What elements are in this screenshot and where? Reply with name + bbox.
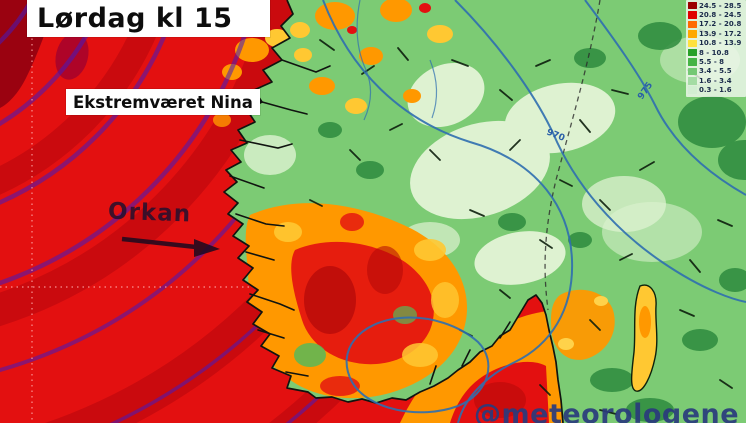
legend-swatch	[688, 86, 697, 94]
graticule	[0, 0, 335, 423]
legend-swatch	[688, 30, 697, 38]
isobar-line	[345, 316, 490, 414]
lake-vanern	[630, 284, 658, 392]
legend-swatch	[688, 11, 697, 19]
southwest-storm-zone	[245, 203, 468, 399]
storm-name-label: Ekstremværet Nina	[66, 89, 260, 115]
legend-swatch	[688, 1, 697, 10]
dark-green-patches	[0, 22, 746, 422]
forecast-time-label: Lørdag kl 15	[27, 0, 270, 37]
legend-range-label: 5.5 - 8	[699, 58, 725, 67]
legend-range-label: 8 - 10.8	[699, 48, 729, 57]
legend-range-label: 0.3 - 1.6	[699, 86, 732, 95]
legend-row: 17.2 - 20.8	[688, 20, 744, 29]
legend-row: 8 - 10.8	[688, 48, 744, 57]
fjord-lines	[229, 59, 511, 385]
legend-row: 10.8 - 13.9	[688, 39, 744, 48]
oslofjord-wind-patch	[550, 289, 615, 360]
river-line	[356, 0, 372, 121]
isobar-line	[584, 0, 746, 196]
legend-row: 1.6 - 3.4	[688, 76, 744, 85]
legend-swatch	[688, 39, 697, 47]
wind-speed-legend: 24.5 - 28.5 20.8 - 24.5 17.2 - 20.8 13.9…	[686, 0, 746, 97]
legend-row: 0.3 - 1.6	[688, 86, 744, 95]
legend-range-label: 24.5 - 28.5	[699, 1, 742, 10]
isobar-lines-land	[322, 0, 746, 423]
country-border	[544, 0, 601, 311]
legend-row: 24.5 - 28.5	[688, 1, 744, 10]
hurricane-label: Orkan	[107, 198, 192, 228]
legend-range-label: 1.6 - 3.4	[699, 76, 732, 85]
mountain-wind-patches	[290, 0, 453, 114]
legend-swatch	[688, 58, 697, 66]
legend-swatch	[688, 77, 697, 85]
legend-range-label: 10.8 - 13.9	[699, 39, 742, 48]
hurricane-arrow	[121, 236, 220, 257]
legend-swatch	[688, 48, 697, 57]
legend-range-label: 13.9 - 17.2	[699, 29, 742, 38]
isobar-line	[454, 0, 746, 303]
legend-range-label: 3.4 - 5.5	[699, 67, 732, 76]
legend-range-label: 17.2 - 20.8	[699, 20, 742, 29]
legend-swatch	[688, 67, 697, 76]
pale-land-patches	[244, 36, 740, 285]
legend-row: 3.4 - 5.5	[688, 67, 744, 76]
river-line	[429, 59, 438, 119]
skagerrak-region	[400, 311, 563, 423]
credit-watermark: @meteorologene	[474, 399, 740, 423]
legend-row: 5.5 - 8	[688, 57, 744, 66]
legend-swatch	[688, 20, 697, 29]
legend-row: 13.9 - 17.2	[688, 29, 744, 38]
legend-range-label: 20.8 - 24.5	[699, 11, 742, 20]
legend-row: 20.8 - 24.5	[688, 10, 744, 19]
isobar-line	[322, 0, 574, 423]
